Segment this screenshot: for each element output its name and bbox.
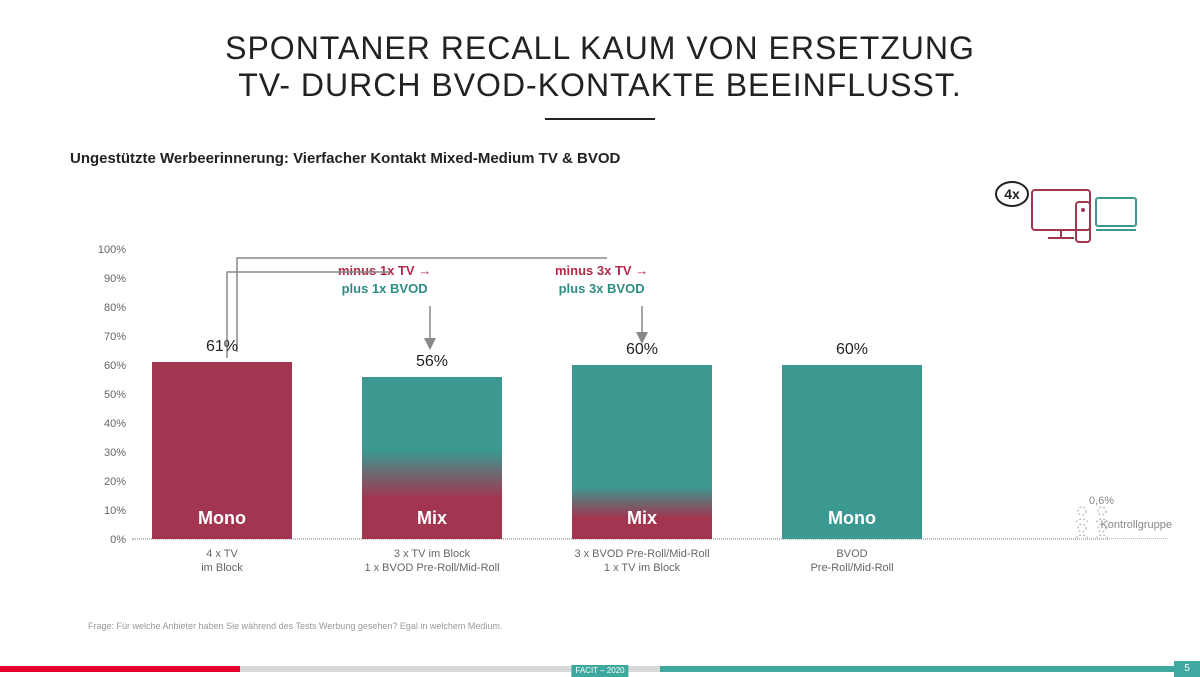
bar-category-label: 3 x TV im Block1 x BVOD Pre-Roll/Mid-Rol… [347, 547, 517, 576]
title-line1: SPONTANER RECALL KAUM VON ERSETZUNG [225, 30, 975, 66]
bar-tag: Mono [198, 508, 246, 529]
y-tick: 50% [104, 389, 126, 401]
y-axis: 0%10%20%30%40%50%60%70%80%90%100% [88, 250, 132, 540]
bar-category-label: 3 x BVOD Pre-Roll/Mid-Roll1 x TV im Bloc… [557, 547, 727, 576]
slide-title: SPONTANER RECALL KAUM VON ERSETZUNG TV- … [70, 30, 1130, 104]
bar-tag: Mono [828, 508, 876, 529]
y-tick: 0% [110, 534, 126, 546]
bar-tag: Mix [627, 508, 657, 529]
bar-tag: Mix [417, 508, 447, 529]
y-tick: 10% [104, 505, 126, 517]
title-line2: TV- DURCH BVOD-KONTAKTE BEEINFLUSST. [238, 67, 962, 103]
control-caption: Kontrollgruppe [1100, 519, 1172, 531]
slide: SPONTANER RECALL KAUM VON ERSETZUNG TV- … [0, 0, 1200, 677]
bar-value-label: 60% [626, 341, 658, 359]
y-tick: 60% [104, 360, 126, 372]
chart-area: 0%10%20%30%40%50%60%70%80%90%100% [88, 250, 1108, 540]
title-underline [545, 118, 655, 120]
y-tick: 90% [104, 273, 126, 285]
footer-bar: FACIT – 2020 5 [0, 661, 1200, 677]
bar-category-label: BVODPre-Roll/Mid-Roll [767, 547, 937, 576]
y-tick: 100% [98, 244, 126, 256]
chart-plot: 0,6% Kontrollgruppe 61%Mono4 x TVim Bloc… [132, 250, 1108, 540]
control-value: 0,6% [1089, 495, 1114, 507]
y-tick: 70% [104, 331, 126, 343]
svg-text:4x: 4x [1004, 186, 1020, 202]
footnote: Frage: Für welche Anbieter haben Sie wäh… [88, 621, 502, 631]
bar-value-label: 61% [206, 338, 238, 356]
y-tick: 30% [104, 447, 126, 459]
bar-value-label: 56% [416, 353, 448, 371]
devices-icon: 4x [990, 180, 1140, 255]
y-tick: 40% [104, 418, 126, 430]
footer-source: FACIT – 2020 [571, 665, 628, 677]
y-tick: 80% [104, 302, 126, 314]
bar-value-label: 60% [836, 341, 868, 359]
bar-category-label: 4 x TVim Block [137, 547, 307, 576]
page-number: 5 [1174, 661, 1200, 677]
chart-subtitle: Ungestützte Werbeerinnerung: Vierfacher … [70, 150, 1130, 167]
y-tick: 20% [104, 476, 126, 488]
